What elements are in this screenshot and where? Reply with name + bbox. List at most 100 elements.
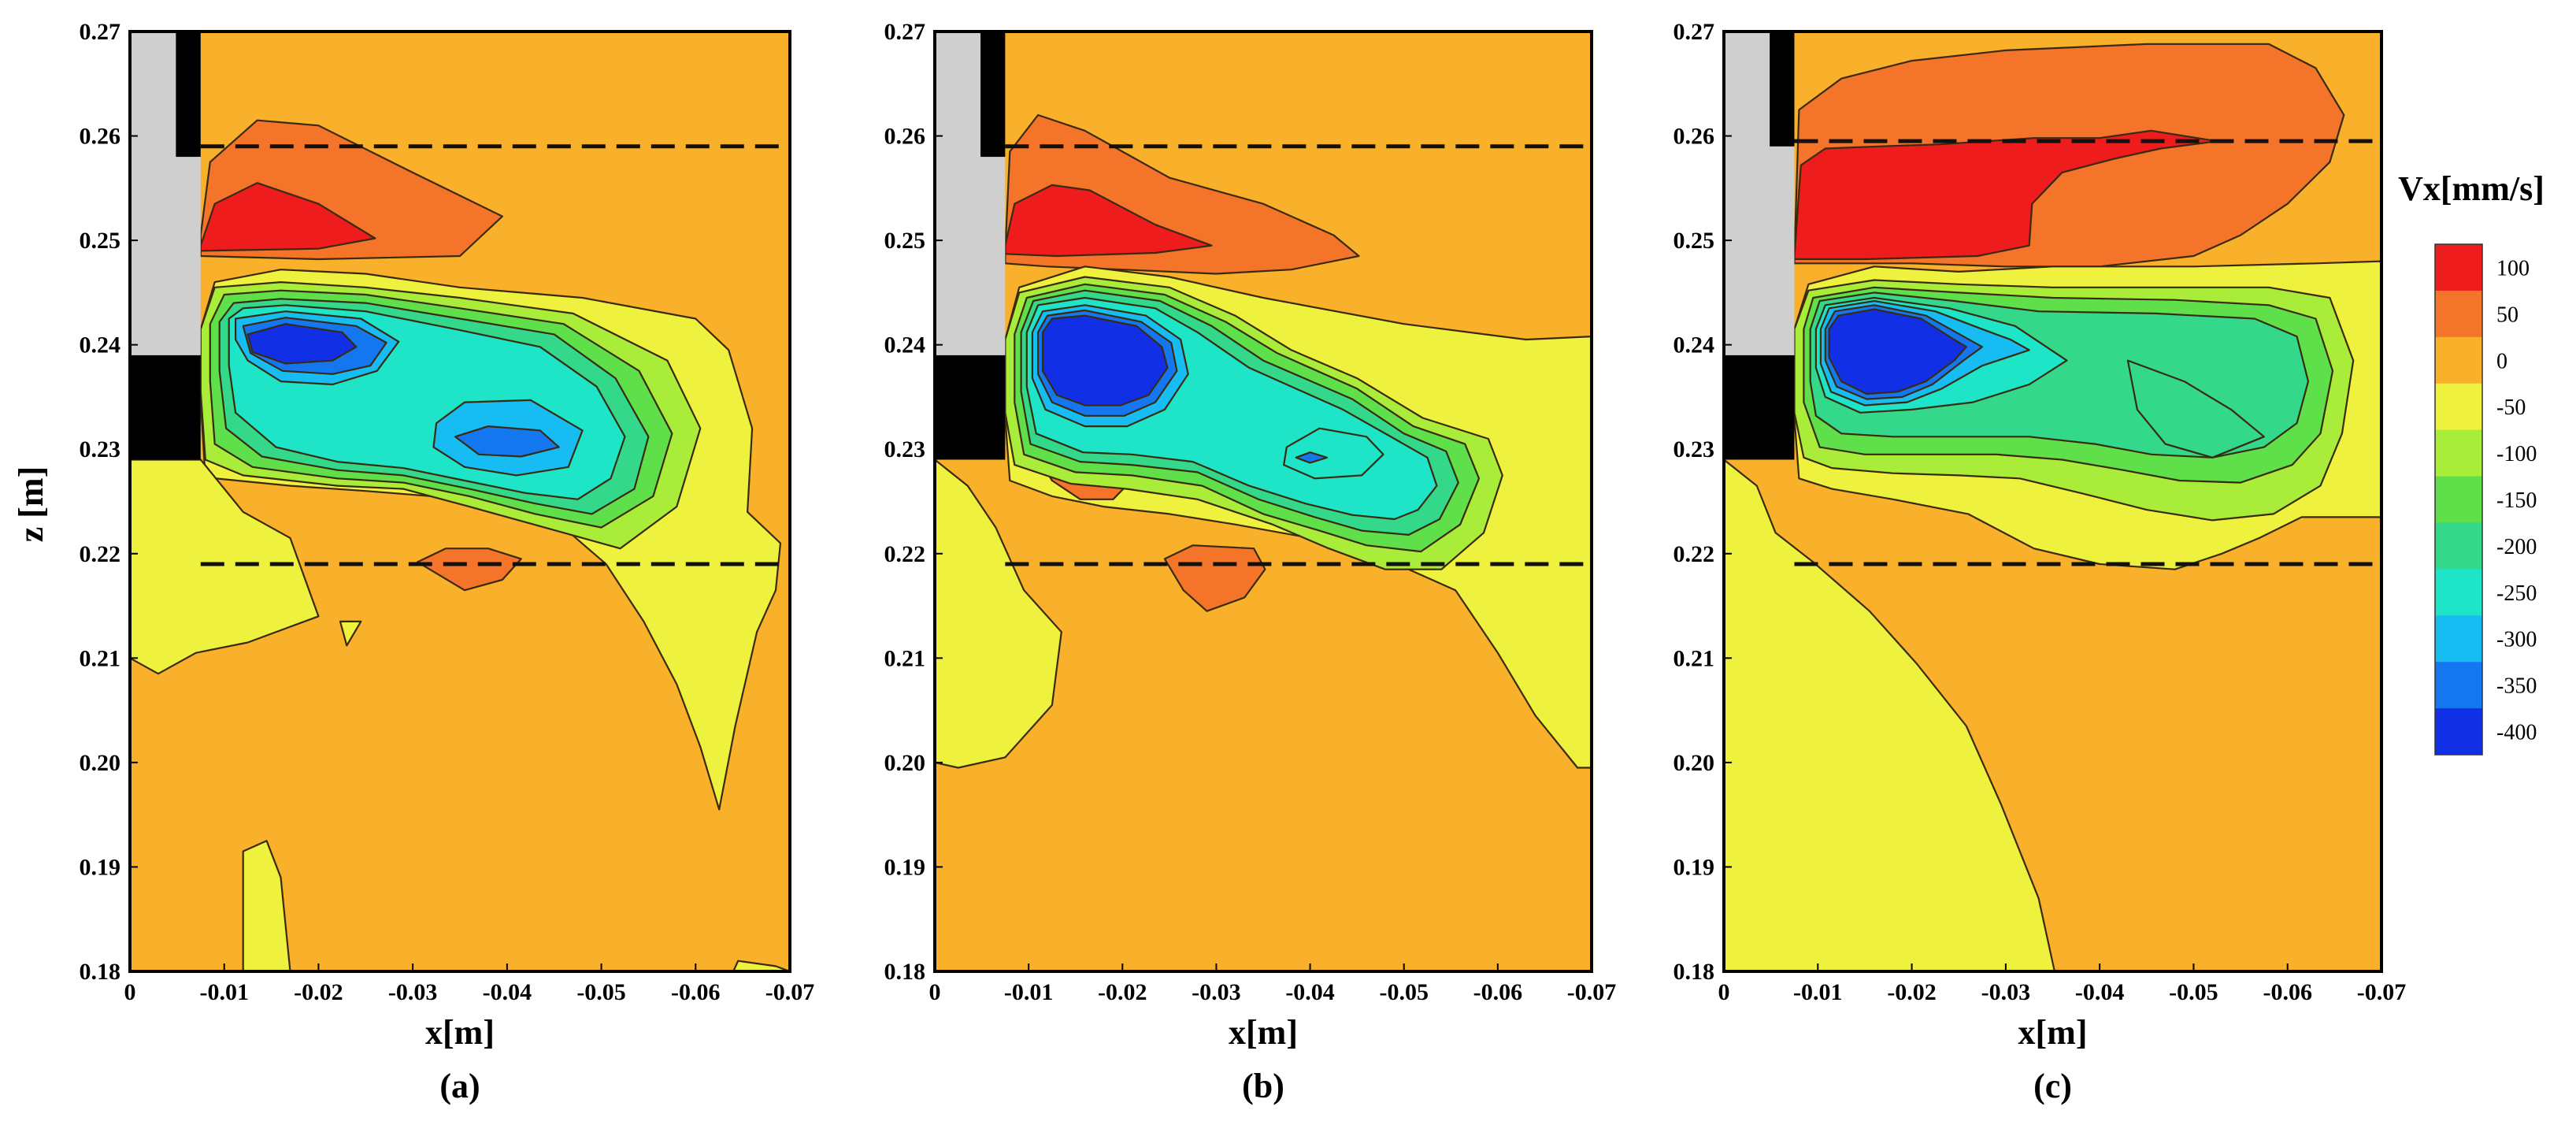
x-tick-label: -0.02 bbox=[1887, 979, 1937, 1005]
y-tick-label: 0.24 bbox=[1673, 332, 1715, 358]
y-tick-label: 0.22 bbox=[1673, 541, 1715, 567]
colorbar-tick-label: -200 bbox=[2496, 535, 2537, 559]
x-tick-label: 0 bbox=[124, 979, 136, 1005]
plot-area bbox=[130, 32, 790, 971]
colorbar-tick-label: 100 bbox=[2496, 256, 2530, 280]
x-tick-label: -0.03 bbox=[388, 979, 438, 1005]
colorbar-title: Vx[mm/s] bbox=[2398, 169, 2544, 208]
contour-region bbox=[1828, 308, 1967, 395]
wall-black-lower bbox=[1724, 355, 1795, 460]
contour-region bbox=[199, 182, 376, 252]
y-tick-label: 0.26 bbox=[80, 124, 121, 150]
y-tick-label: 0.23 bbox=[80, 436, 121, 462]
panel-c: 0 -0.01 -0.02 -0.03 -0.04 -0.05 -0.06 -0.07 0.18… bbox=[1673, 19, 2407, 1105]
x-tick-label: 0 bbox=[1718, 979, 1730, 1005]
x-tick-label: -0.05 bbox=[2169, 979, 2218, 1005]
y-tick-label: 0.21 bbox=[1673, 645, 1715, 671]
x-tick-label: -0.04 bbox=[1285, 979, 1335, 1005]
x-tick-label: -0.01 bbox=[199, 979, 249, 1005]
panel-label: (c) bbox=[2033, 1067, 2072, 1105]
y-tick-label: 0.21 bbox=[884, 645, 926, 671]
y-tick-label: 0.24 bbox=[80, 332, 121, 358]
y-tick-label: 0.18 bbox=[884, 959, 926, 985]
x-axis-label: x[m] bbox=[1229, 1013, 1298, 1052]
y-axis-label: z [m] bbox=[12, 466, 50, 543]
y-tick-label: 0.25 bbox=[80, 228, 121, 254]
y-tick-label: 0.25 bbox=[884, 228, 926, 254]
colorbar-swatch bbox=[2435, 336, 2482, 384]
colorbar-tick-label: -350 bbox=[2496, 674, 2537, 699]
wall-black-lower bbox=[935, 355, 1006, 460]
contour-region bbox=[416, 548, 522, 592]
x-tick-label: -0.05 bbox=[576, 979, 626, 1005]
colorbar-swatch bbox=[2435, 569, 2482, 616]
y-tick-label: 0.20 bbox=[884, 750, 926, 776]
x-tick-label: -0.02 bbox=[294, 979, 343, 1005]
contour-region bbox=[246, 323, 358, 365]
contour-region bbox=[1163, 544, 1266, 612]
colorbar: Vx[mm/s] 100 50 0 -50 -100 -150 -200 -250 -300 -3… bbox=[2398, 169, 2544, 756]
y-tick-label: 0.27 bbox=[884, 19, 926, 45]
contour-region bbox=[1295, 451, 1329, 464]
colorbar-tick-label: -400 bbox=[2496, 721, 2537, 745]
y-tick-label: 0.19 bbox=[884, 854, 926, 880]
wall-black-upper bbox=[980, 32, 1006, 158]
plot-frame bbox=[933, 30, 1593, 973]
y-tick-label: 0.26 bbox=[1673, 124, 1715, 150]
colorbar-frame bbox=[2434, 243, 2483, 756]
x-axis-label: x[m] bbox=[2018, 1013, 2088, 1052]
wall-black-lower bbox=[130, 355, 201, 460]
y-tick-label: 0.27 bbox=[80, 19, 121, 45]
contour-region bbox=[1724, 459, 2055, 971]
colorbar-tick-label: 0 bbox=[2496, 349, 2507, 373]
contour-region bbox=[1793, 129, 2218, 261]
plot-frame bbox=[1722, 30, 2383, 973]
panel-label: (b) bbox=[1242, 1067, 1284, 1105]
colorbar-swatch bbox=[2435, 383, 2482, 431]
panel-label: (a) bbox=[439, 1067, 480, 1105]
y-tick-label: 0.19 bbox=[80, 854, 121, 880]
contour-region bbox=[1283, 427, 1384, 480]
y-tick-label: 0.20 bbox=[1673, 750, 1715, 776]
x-tick-label: -0.07 bbox=[2357, 979, 2407, 1005]
y-tick-label: 0.20 bbox=[80, 750, 121, 776]
wall-black-upper bbox=[176, 32, 201, 158]
y-tick-label: 0.23 bbox=[884, 436, 926, 462]
x-tick-label: -0.01 bbox=[1004, 979, 1054, 1005]
x-tick-label: -0.07 bbox=[1567, 979, 1617, 1005]
y-tick-label: 0.21 bbox=[80, 645, 121, 671]
panels: 0 -0.01 -0.02 -0.03 -0.04 -0.05 -0.06 -0.07 0.18… bbox=[80, 19, 2407, 1105]
contour-region bbox=[1004, 184, 1213, 258]
colorbar-swatch bbox=[2435, 476, 2482, 523]
contour-region bbox=[1041, 314, 1169, 407]
contour-region bbox=[935, 459, 1062, 769]
x-tick-label: -0.05 bbox=[1379, 979, 1429, 1005]
colorbar-tick-label: -250 bbox=[2496, 581, 2537, 606]
colorbar-tick-label: 50 bbox=[2496, 303, 2519, 327]
plot-frame bbox=[128, 30, 791, 973]
colorbar-swatch bbox=[2435, 429, 2482, 477]
x-tick-label: -0.03 bbox=[1981, 979, 2031, 1005]
y-tick-label: 0.23 bbox=[1673, 436, 1715, 462]
y-tick-label: 0.27 bbox=[1673, 19, 1715, 45]
x-tick-label: -0.02 bbox=[1098, 979, 1147, 1005]
colorbar-swatch bbox=[2435, 290, 2482, 338]
x-tick-label: -0.06 bbox=[1473, 979, 1523, 1005]
colorbar-tick-label: -150 bbox=[2496, 488, 2537, 513]
panel-a: 0 -0.01 -0.02 -0.03 -0.04 -0.05 -0.06 -0.07 0.18… bbox=[80, 19, 815, 1105]
y-tick-label: 0.26 bbox=[884, 124, 926, 150]
colorbar-tick-label: -300 bbox=[2496, 628, 2537, 652]
x-tick-label: -0.01 bbox=[1793, 979, 1843, 1005]
y-tick-label: 0.22 bbox=[884, 541, 926, 567]
wall-black-upper bbox=[1770, 32, 1795, 147]
contour-region bbox=[2126, 359, 2265, 459]
x-tick-label: -0.06 bbox=[2263, 979, 2312, 1005]
colorbar-swatch bbox=[2435, 615, 2482, 663]
y-tick-label: 0.24 bbox=[884, 332, 926, 358]
y-tick-label: 0.22 bbox=[80, 541, 121, 567]
colorbar-tick-label: -100 bbox=[2496, 442, 2537, 466]
x-tick-label: -0.03 bbox=[1192, 979, 1241, 1005]
y-tick-label: 0.18 bbox=[80, 959, 121, 985]
contour-region bbox=[242, 840, 291, 971]
